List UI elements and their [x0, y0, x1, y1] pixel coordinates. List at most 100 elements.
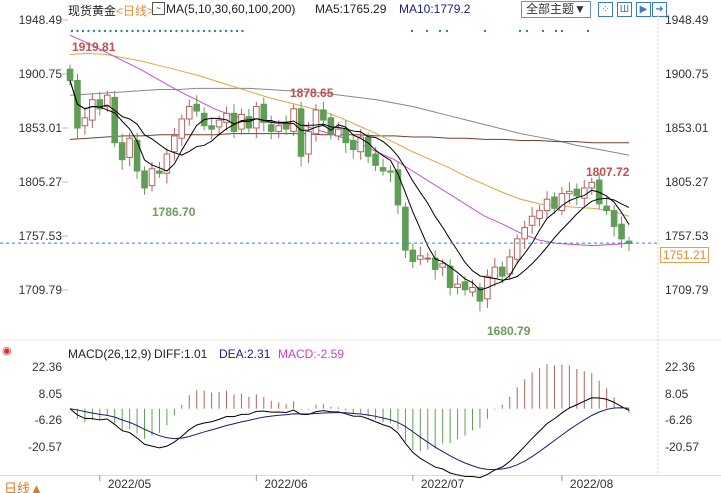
signal-dot — [191, 29, 195, 33]
candle-body — [141, 170, 148, 189]
dea-line — [69, 407, 630, 470]
signal-dot — [560, 29, 564, 33]
signal-dot — [120, 29, 123, 33]
candle-body — [208, 125, 215, 130]
candle-body — [528, 215, 536, 226]
signal-dot — [438, 29, 442, 33]
signal-dot — [208, 29, 211, 33]
signal-dot — [81, 29, 85, 33]
candle-body — [275, 125, 282, 132]
candle-body — [566, 190, 573, 195]
date-label: 2022/07 — [420, 477, 465, 491]
candle-body — [402, 206, 409, 251]
signal-dot — [445, 29, 449, 33]
signal-dot — [219, 29, 222, 33]
macd-tick-left: -6.26 — [34, 413, 62, 428]
candle-body — [215, 119, 223, 128]
candle-body — [610, 210, 618, 227]
candle-body — [96, 99, 104, 110]
candle-body — [66, 68, 74, 82]
signal-dot — [131, 29, 134, 33]
signal-dot — [136, 29, 140, 33]
candle-body — [185, 106, 193, 120]
date-label: 2022/08 — [569, 477, 614, 491]
signal-dot — [186, 29, 189, 33]
candle-body — [267, 124, 275, 132]
candle-body — [342, 128, 350, 144]
candle-body — [111, 96, 119, 144]
macd-label: MACD(26,12,9) — [68, 347, 152, 361]
candle-body — [372, 153, 379, 166]
period-toggle[interactable]: 日线▲ — [4, 481, 43, 493]
price-tick-left: 1805.27 — [18, 175, 62, 189]
candle-body — [193, 103, 201, 112]
signal-dot — [175, 29, 178, 33]
ma10-line — [69, 80, 630, 281]
ma-label: MA(5,10,30,60,100,200) — [166, 2, 296, 16]
signal-dot — [483, 29, 487, 33]
signal-dot — [197, 29, 200, 33]
price-tick-right: 1757.53 — [665, 229, 709, 243]
candle-body — [394, 169, 402, 206]
signal-dot — [125, 29, 129, 33]
price-tick-left: 1948.49 — [18, 13, 62, 27]
signal-dot — [525, 29, 529, 33]
signal-dot — [103, 29, 107, 33]
price-tick-left: 1900.75 — [18, 67, 62, 81]
candle-body — [178, 118, 186, 139]
theme-dropdown[interactable]: 全部主题▼ — [521, 1, 591, 18]
signal-dot — [202, 29, 206, 33]
time-axis — [0, 475, 721, 493]
signal-dot — [164, 29, 167, 33]
candle-body — [506, 256, 514, 275]
candle-body — [558, 193, 566, 212]
candle-body — [156, 170, 163, 174]
grid-icon[interactable]: ⁘ — [598, 2, 613, 17]
candle-body — [476, 287, 484, 302]
candle-body — [163, 153, 171, 174]
period-label[interactable]: <日线> — [116, 4, 155, 18]
price-tick-left: 1709.79 — [18, 283, 62, 297]
candle-body — [260, 103, 268, 123]
signal-dot — [425, 29, 429, 33]
signal-dot — [224, 29, 228, 33]
price-tick-left: 1853.01 — [18, 121, 62, 135]
candle-body — [454, 283, 461, 289]
signal-dot — [230, 29, 233, 33]
candle-body — [446, 265, 454, 289]
price-tick-right: 1805.27 — [665, 175, 709, 189]
candle-body — [282, 122, 290, 130]
candle-body — [312, 109, 320, 135]
candle-body — [253, 106, 260, 129]
candle-body — [551, 196, 558, 209]
candle-body — [536, 210, 543, 220]
macd-dea: DEA:2.31 — [219, 347, 271, 361]
target-icon[interactable]: ◉ — [2, 345, 12, 357]
price-tick-right: 1900.75 — [665, 67, 709, 81]
ma10-value: MA10:1779.2 — [399, 2, 471, 16]
signal-dot — [180, 29, 184, 33]
candle-body — [573, 188, 581, 197]
candle-body — [424, 257, 432, 260]
price-tick-left: 1757.53 — [18, 229, 62, 243]
macd-value: MACD:-2.59 — [278, 347, 345, 361]
candle-body — [498, 266, 506, 277]
price-tick-right: 1853.01 — [665, 121, 709, 135]
ma60-line — [69, 34, 630, 247]
candle-body — [290, 108, 297, 132]
signal-dot — [158, 29, 162, 33]
price-annotation: 1680.79 — [487, 324, 531, 338]
ma30-line — [69, 52, 630, 217]
export-icon[interactable]: ➜ — [652, 2, 667, 17]
macd-tick-left: -20.57 — [27, 440, 62, 455]
candle-body — [461, 281, 469, 291]
play-icon[interactable]: ▶ — [636, 2, 651, 17]
compare-icon[interactable]: Ш — [617, 2, 632, 17]
price-tick-right: 1709.79 — [665, 283, 709, 297]
ma-settings-icon[interactable]: ~ — [152, 2, 165, 15]
signal-dot — [70, 29, 74, 33]
signal-dot — [410, 29, 414, 33]
diff-line — [69, 397, 630, 479]
